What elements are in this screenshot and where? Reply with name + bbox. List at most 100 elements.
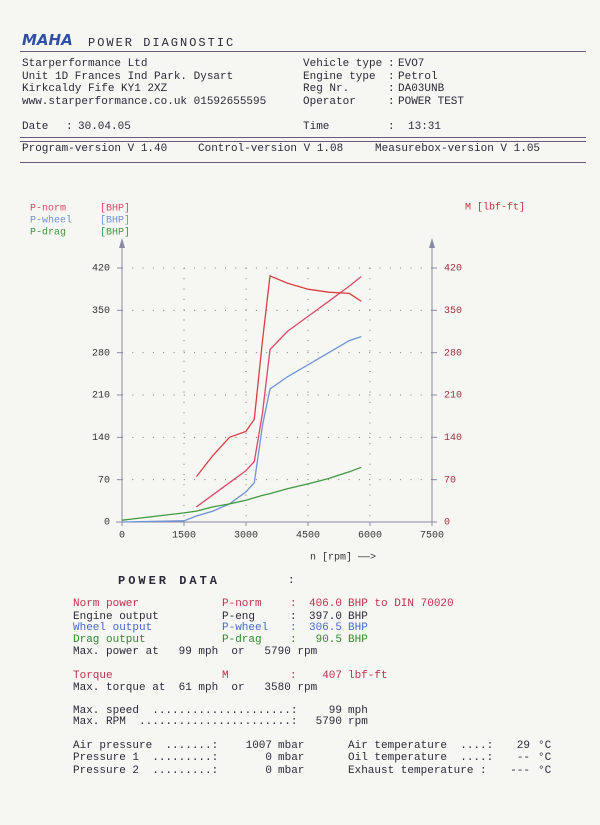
ambient-value: --- — [510, 765, 530, 777]
limit-unit: rpm — [348, 716, 368, 728]
info-sep: : — [388, 83, 395, 95]
row-label: Norm power — [73, 598, 140, 610]
legend-unit: [BHP] — [100, 227, 130, 239]
time-label: Time — [303, 121, 330, 133]
info-sep: : — [388, 58, 395, 70]
company-line: Kirkcaldy Fife KY1 2XZ — [22, 83, 168, 95]
y2-tick-label: 0 — [444, 518, 450, 529]
limit-value: 5790 — [315, 716, 342, 728]
ambient-value: 29 — [516, 740, 530, 752]
logo: MAHA — [22, 31, 73, 49]
series-line — [121, 466, 362, 521]
row-label: Wheel output — [73, 622, 153, 634]
date-label: Date — [22, 121, 49, 133]
x-tick-label: 7500 — [420, 531, 444, 542]
time-value: 13:31 — [408, 121, 442, 133]
ambient-value: 0 — [265, 752, 272, 764]
y2-tick-label: 350 — [444, 306, 462, 317]
row-sep: : — [290, 598, 297, 610]
ambient-label: Air temperature ....: — [348, 740, 494, 752]
info-value: EVO7 — [398, 58, 425, 70]
time-sep: : — [388, 121, 395, 133]
version: Control-version V 1.08 — [198, 143, 344, 155]
info-label: Operator — [303, 95, 356, 108]
y-tick-label: 280 — [92, 348, 110, 359]
rule — [20, 141, 586, 142]
y2-axis-arrow — [429, 238, 435, 248]
info-value: Petrol — [398, 70, 438, 83]
ambient-value: -- — [516, 752, 530, 764]
section-sep: : — [288, 575, 295, 587]
row-unit: BHP — [348, 634, 368, 646]
row-symbol: P-eng — [222, 611, 256, 623]
x-tick-label: 1500 — [172, 531, 196, 542]
x-tick-label: 4500 — [296, 531, 320, 542]
info-sep: : — [388, 95, 395, 108]
y-tick-label: 350 — [92, 306, 110, 317]
x-axis-label: n [rpm] ——> — [310, 552, 376, 564]
ambient-label: Pressure 2 .........: — [73, 765, 219, 777]
x-tick-label: 0 — [119, 531, 125, 542]
row-label: Drag output — [73, 634, 146, 646]
info-sep: : — [388, 70, 395, 83]
y2-tick-label: 420 — [444, 264, 462, 275]
series-line — [196, 275, 362, 508]
row-value: 407 — [322, 670, 342, 682]
y-tick-label: 210 — [92, 391, 110, 402]
x-tick-label: 3000 — [234, 531, 258, 542]
row-unit: lbf-ft — [348, 670, 388, 682]
ambient-label: Exhaust temperature : — [348, 765, 487, 777]
row-unit: BHP — [348, 622, 368, 634]
row-symbol: P-wheel — [222, 622, 269, 634]
ambient-unit: °C — [538, 740, 552, 752]
section-title: POWER DATA — [118, 574, 221, 588]
ambient-unit: mbar — [278, 765, 305, 777]
legend-unit: [BHP] — [100, 203, 130, 215]
ambient-value: 0 — [265, 765, 272, 777]
y-tick-label: 420 — [92, 264, 110, 275]
row-sep: : — [290, 634, 297, 646]
legend-label: P-norm — [30, 204, 66, 215]
info-value: POWER TEST — [398, 95, 465, 108]
info-label: Engine type — [303, 70, 376, 83]
y2-tick-label: 210 — [444, 391, 462, 402]
y-tick-label: 70 — [98, 475, 110, 486]
ambient-unit: °C — [538, 765, 552, 777]
row-unit: BHP to DIN 70020 — [348, 598, 454, 610]
y2-axis-label: M [lbf-ft] — [465, 202, 525, 214]
max-power: Max. power at 99 mph or 5790 rpm — [73, 646, 318, 658]
rule — [20, 162, 586, 163]
rule — [20, 51, 586, 52]
info-label: Reg Nr. — [303, 83, 350, 95]
y2-tick-label: 140 — [444, 433, 462, 444]
legend-unit: [BHP] — [100, 215, 130, 227]
ambient-label: Pressure 1 .........: — [73, 752, 219, 764]
date-value: 30.04.05 — [78, 121, 131, 133]
y-axis-arrow — [119, 238, 125, 248]
row-symbol: P-drag — [222, 634, 262, 646]
row-value: 406.0 — [308, 598, 342, 610]
ambient-unit: mbar — [278, 740, 305, 752]
limit-unit: mph — [348, 705, 368, 717]
row-label: Engine output — [73, 611, 159, 623]
row-label: Torque — [73, 670, 113, 682]
company-line: Unit 1D Frances Ind Park. Dysart — [22, 70, 234, 83]
series-line — [121, 335, 362, 523]
row-sep: : — [290, 611, 297, 623]
legend-label: P-drag — [30, 227, 66, 239]
row-unit: BHP — [348, 611, 368, 623]
y-tick-label: 0 — [104, 518, 110, 529]
row-value: 397.0 — [308, 611, 342, 623]
ambient-value: 1007 — [245, 740, 272, 752]
company-line: www.starperformance.co.uk 01592655595 — [22, 95, 267, 108]
x-tick-label: 6000 — [358, 531, 382, 542]
y-tick-label: 140 — [92, 433, 110, 444]
limit-label: Max. speed .....................: — [73, 705, 298, 717]
ambient-label: Air pressure .......: — [73, 740, 219, 752]
row-symbol: P-norm — [222, 598, 262, 610]
date-sep: : — [66, 121, 73, 133]
limit-value: 99 — [328, 705, 342, 717]
legend-label: P-wheel — [30, 215, 72, 227]
